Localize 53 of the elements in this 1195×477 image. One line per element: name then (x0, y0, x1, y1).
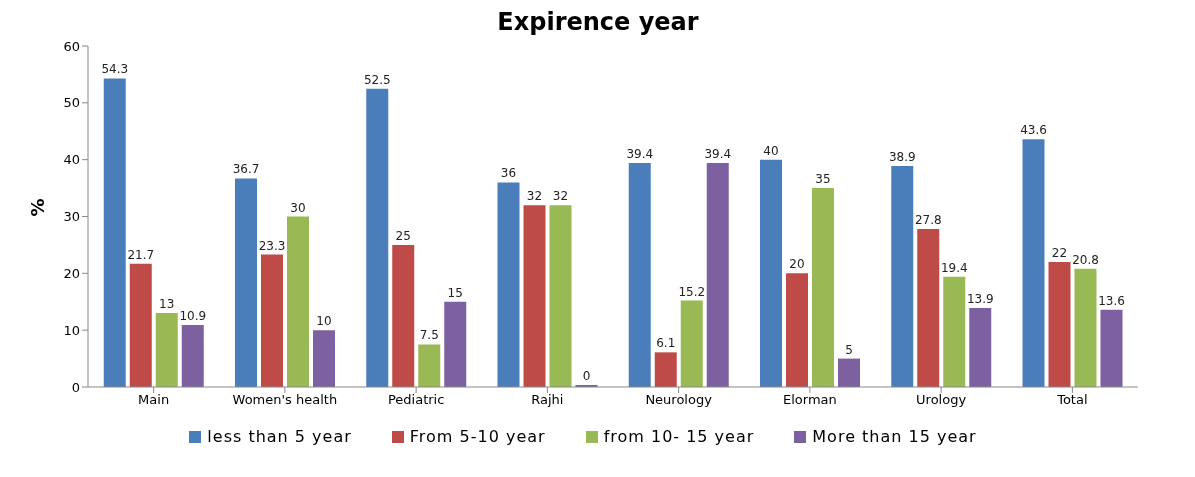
x-tick-label: Total (1056, 392, 1088, 408)
data-label: 15.2 (678, 284, 706, 299)
data-label: 23.3 (258, 238, 286, 253)
legend-label: less than 5 year (207, 427, 352, 446)
x-tick-label: Neurology (645, 392, 713, 408)
data-label: 43.6 (1020, 123, 1047, 138)
data-label: 10.9 (179, 309, 207, 324)
legend-label: from 10- 15 year (603, 427, 755, 446)
data-label: 22 (1051, 245, 1068, 260)
legend-label: More than 15 year (812, 427, 977, 446)
data-label: 13 (159, 297, 175, 312)
data-label: 54.3 (101, 62, 129, 77)
data-label: 15 (447, 285, 463, 300)
x-tick-label: Main (138, 392, 170, 408)
y-tick-label: 50 (63, 95, 80, 111)
chart-title: Expirence year (496, 8, 700, 36)
data-label: 20 (789, 257, 805, 272)
y-tick-label: 60 (63, 38, 80, 54)
data-label: 0 (582, 369, 591, 383)
x-tick-label: Elorman (782, 392, 837, 408)
data-label: 35 (815, 172, 831, 187)
data-label: 36 (500, 166, 517, 181)
data-label: 52.5 (363, 72, 391, 87)
y-tick-label: 30 (63, 209, 80, 225)
data-label: 38.9 (888, 149, 916, 164)
data-label: 13.6 (1098, 293, 1125, 308)
data-label: 39.4 (704, 147, 732, 162)
data-label: 13.9 (966, 292, 994, 306)
y-axis-title: % (27, 198, 49, 217)
data-label: 10 (316, 314, 332, 329)
data-label: 6.1 (656, 336, 676, 351)
legend-label: From 5-10 year (409, 427, 546, 446)
y-tick-label: 40 (63, 152, 80, 168)
y-tick-label: 20 (63, 265, 80, 281)
data-label: 32 (526, 189, 543, 204)
data-label: 7.5 (419, 328, 439, 343)
data-label: 19.4 (940, 260, 968, 275)
data-label: 36.7 (232, 162, 260, 177)
y-tick-label: 10 (63, 322, 80, 338)
data-label: 32 (552, 189, 569, 204)
x-tick-label: Pediatric (387, 392, 445, 408)
x-tick-label: Rajhi (531, 392, 564, 408)
data-label: 39.4 (626, 147, 654, 162)
x-tick-label: Women's health (232, 392, 338, 408)
data-label: 25 (395, 228, 411, 243)
data-label: 40 (763, 143, 779, 158)
data-label: 30 (290, 200, 306, 215)
data-label: 20.8 (1072, 252, 1099, 267)
data-label: 5 (845, 342, 853, 357)
data-label: 21.7 (127, 247, 155, 262)
data-label: 27.8 (914, 213, 942, 227)
y-tick-label: 0 (71, 379, 80, 395)
x-tick-label: Urology (916, 392, 967, 408)
